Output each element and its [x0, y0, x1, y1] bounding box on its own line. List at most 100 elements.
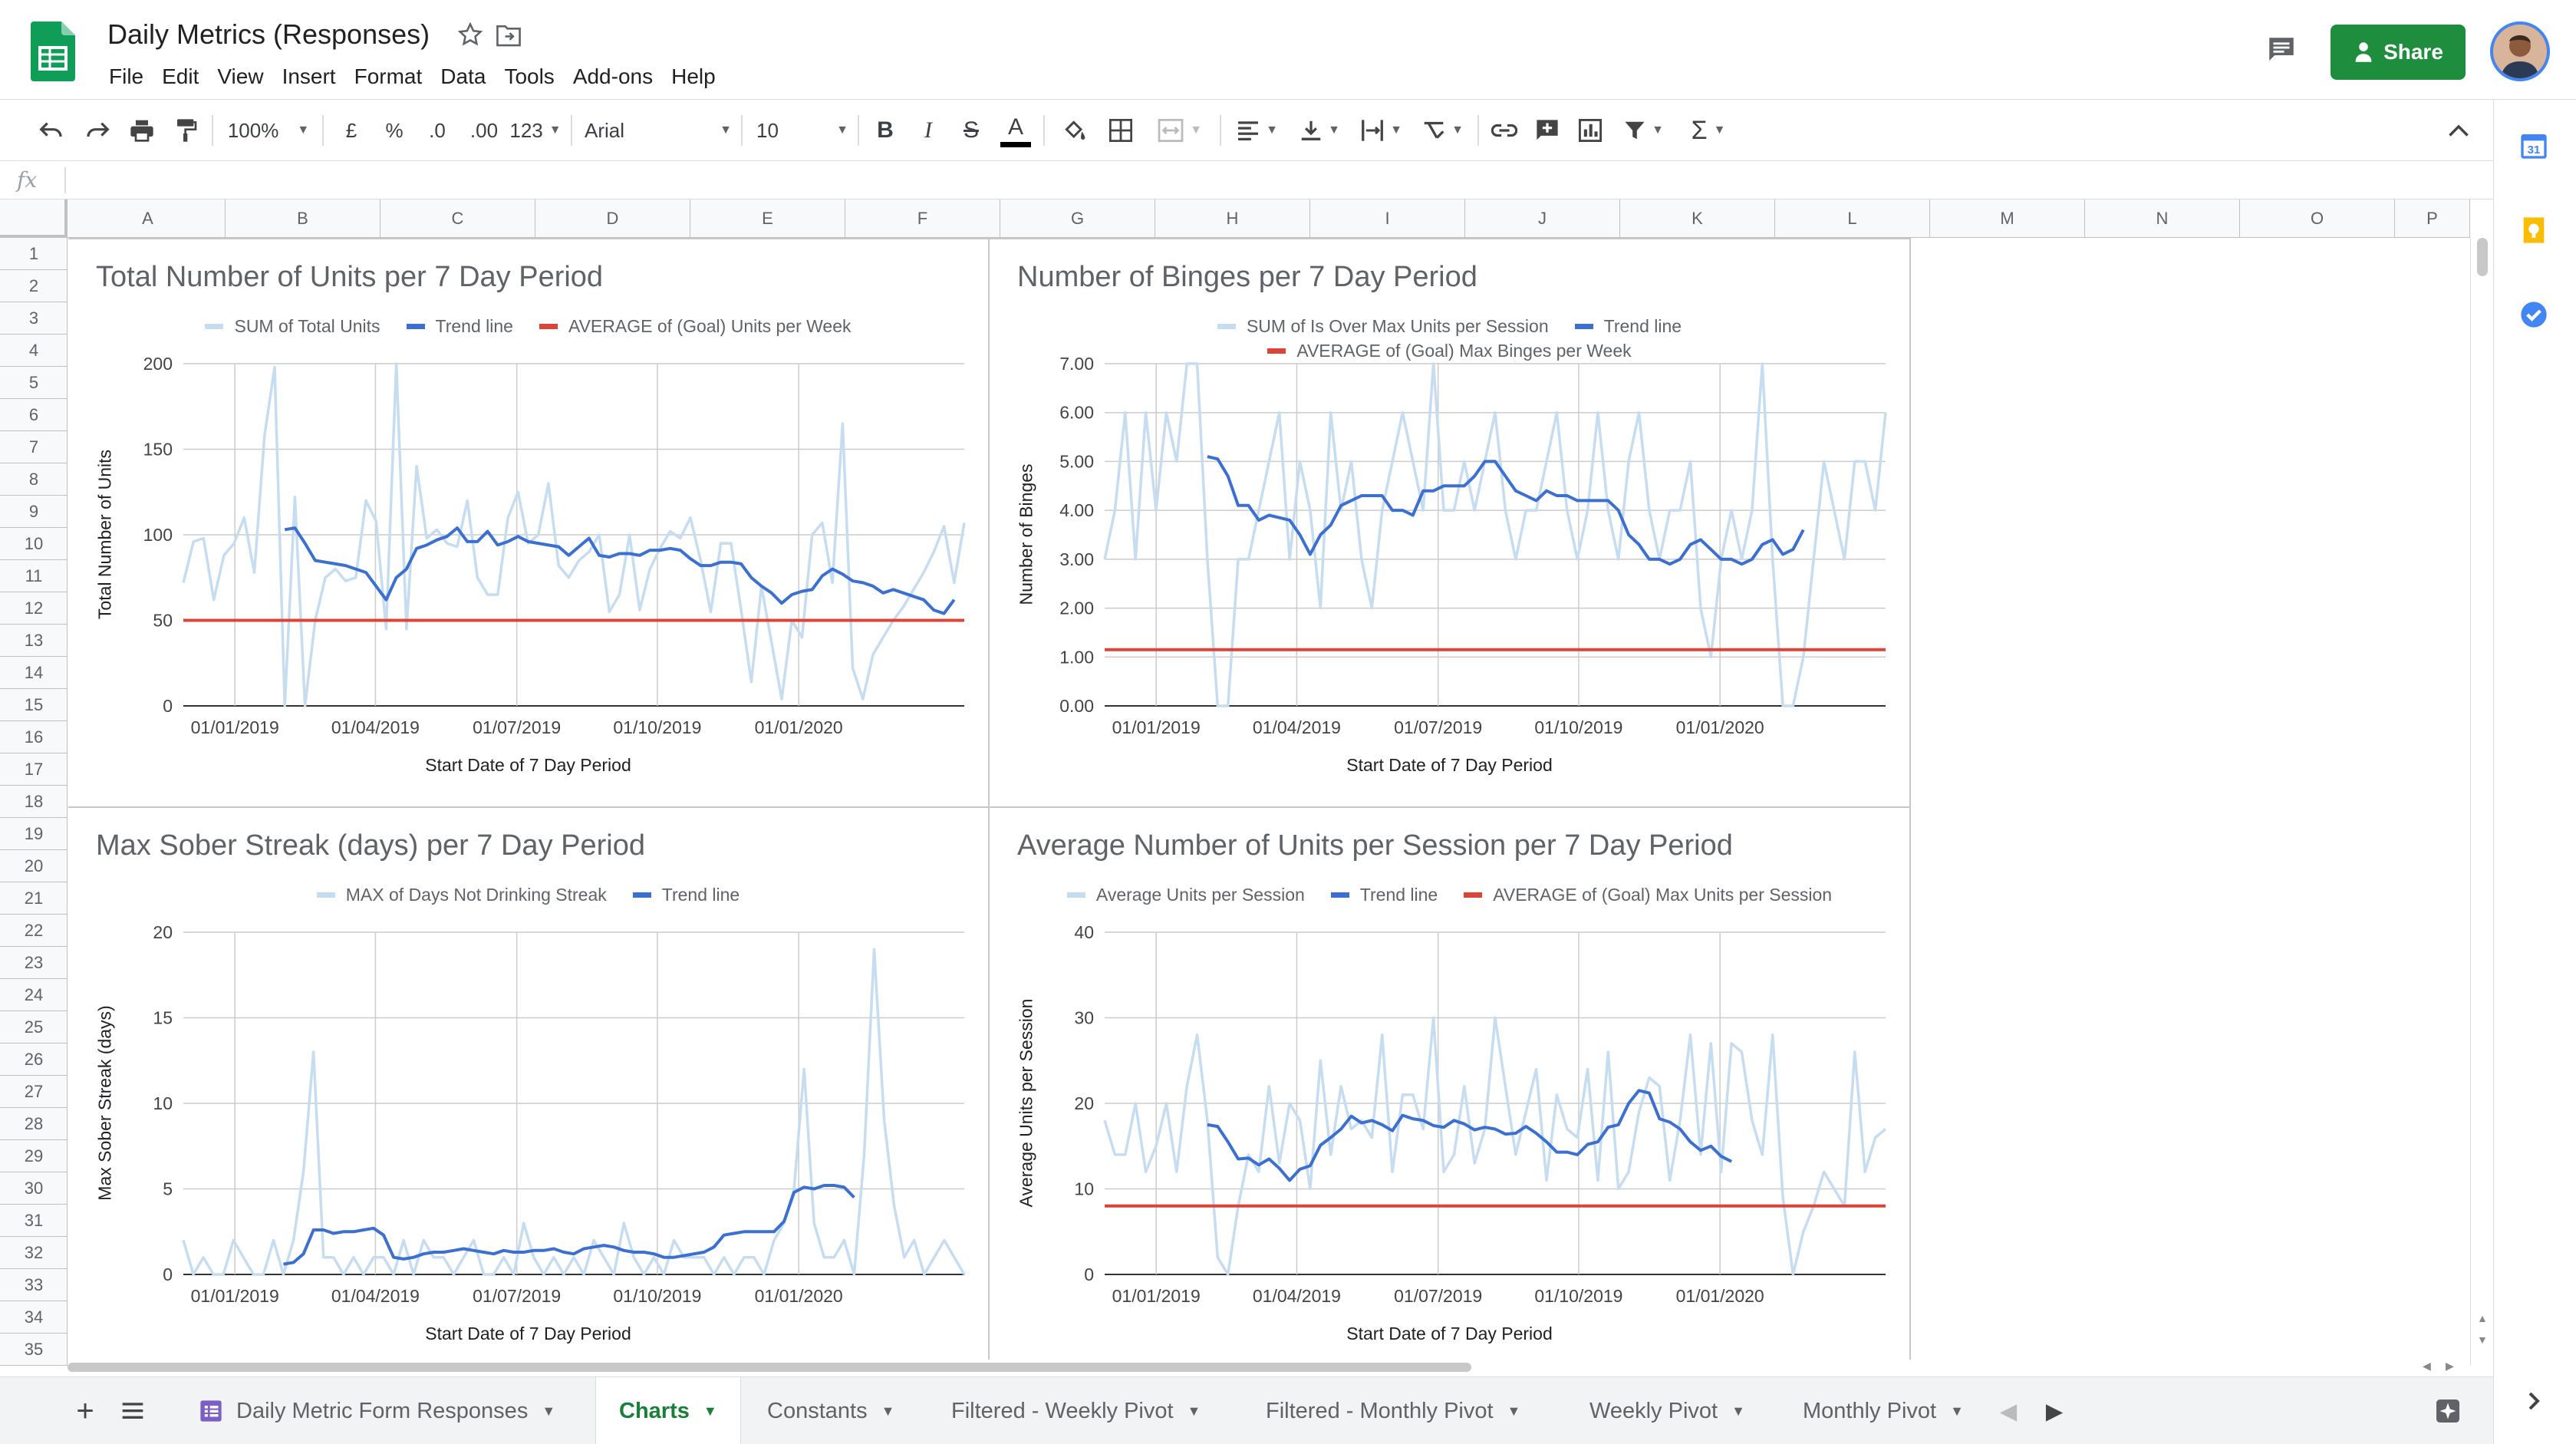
chart-binges[interactable]: Number of Binges per 7 Day Period SUM of … — [988, 238, 1911, 808]
row-header-34[interactable]: 34 — [0, 1301, 68, 1334]
row-header-2[interactable]: 2 — [0, 270, 68, 302]
row-header-28[interactable]: 28 — [0, 1108, 68, 1140]
tab-monthly-pivot[interactable]: Monthly Pivot ▼ — [1803, 1377, 1964, 1444]
row-header-9[interactable]: 9 — [0, 496, 68, 528]
legend-item[interactable]: MAX of Days Not Drinking Streak — [316, 885, 607, 905]
row-header-23[interactable]: 23 — [0, 947, 68, 979]
row-header-25[interactable]: 25 — [0, 1011, 68, 1043]
legend-item[interactable]: AVERAGE of (Goal) Units per Week — [539, 316, 852, 337]
insert-link-icon[interactable] — [1485, 100, 1524, 161]
currency-format-button[interactable]: £ — [345, 118, 357, 142]
filter-icon[interactable]: ▼ — [1617, 100, 1671, 161]
horizontal-scrollbar[interactable]: ◀ ▶ — [68, 1360, 2470, 1373]
column-header-a[interactable]: A — [71, 199, 226, 238]
menu-data[interactable]: Data — [440, 64, 486, 88]
horizontal-align-icon[interactable]: ▼ — [1230, 100, 1284, 161]
row-header-35[interactable]: 35 — [0, 1334, 68, 1366]
row-header-29[interactable]: 29 — [0, 1140, 68, 1172]
document-title[interactable]: Daily Metrics (Responses) — [107, 18, 430, 50]
add-sheet-icon[interactable]: + — [76, 1393, 94, 1428]
font-size-select[interactable]: 10 ▼ — [756, 100, 848, 161]
expand-panel-icon[interactable] — [2518, 1386, 2549, 1416]
increase-decimal-button[interactable]: .00 — [469, 118, 499, 142]
column-header-e[interactable]: E — [690, 199, 845, 238]
row-header-12[interactable]: 12 — [0, 592, 68, 625]
chart-average-units-session[interactable]: Average Number of Units per Session per … — [988, 806, 1911, 1366]
insert-comment-icon[interactable] — [1528, 100, 1566, 161]
star-icon[interactable] — [457, 21, 483, 48]
menu-file[interactable]: File — [109, 64, 144, 88]
redo-icon[interactable] — [77, 100, 118, 161]
row-header-30[interactable]: 30 — [0, 1172, 68, 1205]
column-header-p[interactable]: P — [2395, 199, 2470, 238]
collapse-toolbar-icon[interactable] — [2439, 100, 2478, 161]
tab-daily-metric-form-responses[interactable]: Daily Metric Form Responses ▼ — [199, 1377, 555, 1444]
row-header-21[interactable]: 21 — [0, 882, 68, 915]
sheet-grid[interactable]: Total Number of Units per 7 Day Period SU… — [68, 238, 2470, 1366]
all-sheets-icon[interactable] — [112, 1377, 153, 1444]
calendar-icon[interactable]: 31 — [2518, 130, 2549, 161]
menu-add-ons[interactable]: Add-ons — [572, 64, 654, 88]
column-header-n[interactable]: N — [2085, 199, 2240, 238]
row-header-22[interactable]: 22 — [0, 915, 68, 947]
strikethrough-button[interactable]: S — [963, 117, 979, 143]
row-header-32[interactable]: 32 — [0, 1237, 68, 1269]
row-header-16[interactable]: 16 — [0, 721, 68, 753]
menu-view[interactable]: View — [217, 64, 264, 88]
functions-button[interactable]: Σ ▼ — [1682, 100, 1735, 161]
row-header-6[interactable]: 6 — [0, 399, 68, 431]
legend-item[interactable]: SUM of Is Over Max Units per Session — [1217, 316, 1549, 337]
column-header-f[interactable]: F — [845, 199, 1000, 238]
formula-input[interactable] — [74, 166, 2475, 195]
row-header-33[interactable]: 33 — [0, 1269, 68, 1301]
menu-format[interactable]: Format — [354, 64, 423, 88]
scroll-left-arrow-icon[interactable]: ◀ — [2423, 1360, 2431, 1372]
text-wrapping-icon[interactable]: ▼ — [1355, 100, 1408, 161]
scroll-down-arrow-icon[interactable]: ▼ — [2477, 1334, 2488, 1346]
italic-button[interactable]: I — [924, 117, 932, 143]
print-icon[interactable] — [121, 100, 163, 161]
fill-color-icon[interactable] — [1056, 100, 1094, 161]
more-formats-button[interactable]: 123 ▼ — [506, 100, 565, 161]
chart-max-sober-streak[interactable]: Max Sober Streak (days) per 7 Day Period… — [68, 806, 990, 1366]
row-header-10[interactable]: 10 — [0, 528, 68, 560]
vertical-scrollbar[interactable]: ▲ ▼ — [2470, 238, 2493, 1366]
column-header-h[interactable]: H — [1155, 199, 1310, 238]
sheets-logo-icon[interactable] — [31, 21, 75, 81]
column-header-j[interactable]: J — [1465, 199, 1620, 238]
legend-item[interactable]: Trend line — [406, 316, 513, 337]
column-header-d[interactable]: D — [535, 199, 690, 238]
tab-weekly-pivot[interactable]: Weekly Pivot ▼ — [1589, 1377, 1745, 1444]
row-header-24[interactable]: 24 — [0, 979, 68, 1011]
avatar[interactable] — [2490, 21, 2550, 81]
row-header-3[interactable]: 3 — [0, 302, 68, 335]
vertical-align-icon[interactable]: ▼ — [1293, 100, 1347, 161]
row-header-1[interactable]: 1 — [0, 238, 68, 270]
comment-icon[interactable] — [2265, 34, 2298, 66]
column-header-c[interactable]: C — [380, 199, 535, 238]
row-header-31[interactable]: 31 — [0, 1205, 68, 1237]
row-header-19[interactable]: 19 — [0, 818, 68, 850]
legend-item[interactable]: AVERAGE of (Goal) Max Binges per Week — [1267, 341, 1632, 361]
row-header-7[interactable]: 7 — [0, 431, 68, 463]
row-header-14[interactable]: 14 — [0, 657, 68, 689]
column-header-m[interactable]: M — [1930, 199, 2085, 238]
merge-cells-icon[interactable]: ▼ — [1148, 100, 1212, 161]
font-select[interactable]: Arial ▼ — [585, 100, 732, 161]
row-header-20[interactable]: 20 — [0, 850, 68, 882]
paint-format-icon[interactable] — [166, 100, 207, 161]
bold-button[interactable]: B — [877, 117, 894, 143]
tab-constants[interactable]: Constants ▼ — [767, 1377, 894, 1444]
keep-icon[interactable] — [2518, 215, 2549, 246]
row-header-4[interactable]: 4 — [0, 335, 68, 367]
tasks-icon[interactable] — [2518, 299, 2549, 330]
scroll-up-arrow-icon[interactable]: ▲ — [2477, 1312, 2488, 1324]
explore-icon[interactable] — [2429, 1377, 2467, 1444]
tab-filtered-weekly-pivot[interactable]: Filtered - Weekly Pivot ▼ — [951, 1377, 1201, 1444]
row-header-27[interactable]: 27 — [0, 1076, 68, 1108]
horizontal-scroll-thumb[interactable] — [68, 1363, 1471, 1372]
row-header-15[interactable]: 15 — [0, 689, 68, 721]
borders-icon[interactable] — [1102, 100, 1140, 161]
menu-tools[interactable]: Tools — [504, 64, 555, 88]
column-header-i[interactable]: I — [1310, 199, 1465, 238]
